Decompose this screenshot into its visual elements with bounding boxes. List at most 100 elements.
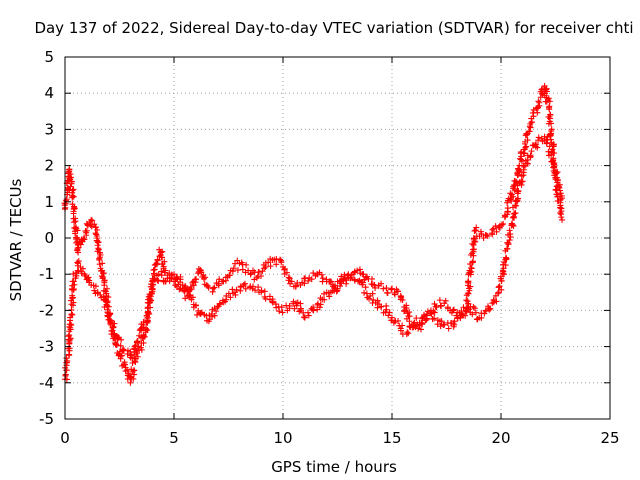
trace-marker-track-b [78, 270, 85, 277]
trace-marker-track-a [234, 267, 241, 274]
data-point-track-a [210, 285, 217, 292]
trace-marker-track-b [192, 302, 199, 309]
trace-marker-track-b [75, 258, 82, 265]
trace-marker-track-a [255, 269, 262, 276]
trace-marker-track-b [177, 276, 184, 283]
trace-marker-track-a [359, 281, 366, 288]
trace-marker-track-b [500, 265, 507, 272]
trace-marker-track-a [68, 178, 75, 185]
trace-marker-track-b [337, 280, 344, 287]
trace-marker-track-b [341, 271, 348, 278]
trace-marker-track-b [444, 304, 451, 311]
trace-marker-track-a [386, 309, 393, 316]
trace-marker-track-b [262, 295, 269, 302]
trace-marker-track-b [314, 300, 321, 307]
y-tick-label: -4 [39, 374, 54, 392]
trace-marker-track-b [117, 342, 124, 349]
data-point-track-b [389, 285, 395, 292]
trace-marker-track-b [317, 301, 324, 308]
data-point-track-b [450, 307, 457, 314]
trace-marker-track-b [68, 322, 75, 329]
trace-marker-track-b [242, 285, 249, 292]
y-tick-label: -2 [39, 301, 54, 319]
data-point-track-b [380, 285, 387, 292]
trace-marker-track-a [150, 267, 157, 274]
trace-marker-track-a [87, 222, 94, 229]
trace-marker-track-a [92, 230, 99, 237]
trace-marker-track-b [555, 183, 562, 190]
trace-marker-track-b [293, 302, 300, 309]
trace-marker-track-b [548, 149, 555, 156]
trace-marker-track-a [473, 224, 480, 231]
trace-marker-track-a [533, 105, 540, 112]
trace-marker-track-b [67, 335, 74, 342]
trace-marker-track-b [92, 283, 99, 290]
trace-marker-track-b [469, 311, 476, 318]
y-tick-label: -3 [39, 338, 54, 356]
trace-marker-track-a [431, 315, 438, 322]
y-tick-label: 2 [44, 157, 54, 175]
trace-marker-track-b [118, 336, 125, 343]
trace-marker-track-b [512, 202, 519, 209]
trace-marker-track-b [534, 144, 541, 151]
trace-marker-track-b [438, 303, 445, 310]
y-tick-label: 1 [44, 193, 54, 211]
trace-marker-track-a [535, 98, 542, 105]
trace-marker-track-b [442, 297, 449, 304]
x-tick-label: 0 [60, 429, 70, 447]
trace-marker-track-a [211, 284, 218, 291]
trace-marker-track-a [72, 228, 79, 235]
trace-marker-track-b [326, 293, 333, 300]
trace-marker-track-a [130, 375, 137, 382]
trace-marker-track-b [97, 291, 104, 298]
trace-marker-track-a [429, 316, 436, 323]
x-tick-label: 25 [600, 429, 619, 447]
data-point-track-a [559, 216, 566, 223]
data-point-track-a [495, 224, 502, 231]
x-tick-label: 10 [273, 429, 292, 447]
trace-marker-track-a [243, 261, 250, 268]
trace-marker-track-b [269, 299, 276, 306]
trace-marker-track-a [515, 165, 522, 172]
trace-marker-track-b [203, 312, 210, 319]
trace-marker-track-a [540, 86, 547, 93]
trace-marker-track-a [413, 315, 420, 322]
trace-marker-track-b [501, 271, 508, 278]
trace-marker-track-b [184, 286, 191, 293]
trace-marker-track-b [279, 309, 286, 316]
trace-marker-track-a [70, 186, 77, 193]
trace-marker-track-a [374, 297, 381, 304]
trace-marker-track-b [512, 210, 519, 217]
trace-marker-track-b [436, 297, 443, 304]
trace-marker-track-a [523, 131, 530, 138]
data-point-track-b [240, 282, 247, 289]
trace-marker-track-a [305, 277, 312, 284]
trace-marker-track-a [463, 297, 470, 304]
trace-marker-track-a [112, 341, 119, 348]
trace-marker-track-b [79, 265, 86, 272]
trace-marker-track-a [89, 217, 96, 224]
trace-marker-track-a [67, 183, 74, 190]
data-point-track-a [471, 227, 478, 234]
data-point-track-a [140, 339, 147, 346]
trace-marker-track-b [391, 291, 398, 298]
data-point-track-a [306, 274, 313, 281]
trace-marker-track-b [67, 326, 74, 333]
trace-marker-track-b [233, 286, 240, 293]
trace-marker-track-a [465, 278, 472, 285]
trace-marker-track-b [543, 140, 550, 147]
trace-marker-track-a [361, 289, 368, 296]
trace-marker-track-b [182, 282, 189, 289]
trace-marker-track-a [91, 221, 98, 228]
trace-marker-track-b [411, 319, 418, 326]
trace-marker-track-b [506, 237, 513, 244]
trace-marker-track-b [554, 169, 561, 176]
trace-marker-track-b [147, 293, 154, 300]
trace-marker-track-b [70, 286, 77, 293]
trace-marker-track-b [518, 178, 525, 185]
trace-marker-track-a [70, 193, 77, 200]
axis-ticks: 0 5 10 15 20 25 -5 -4 -3 -2 -1 0 1 2 3 4 5 [39, 48, 620, 447]
trace-marker-track-b [297, 305, 304, 312]
trace-marker-track-b [378, 280, 385, 287]
trace-marker-track-b [420, 313, 427, 320]
